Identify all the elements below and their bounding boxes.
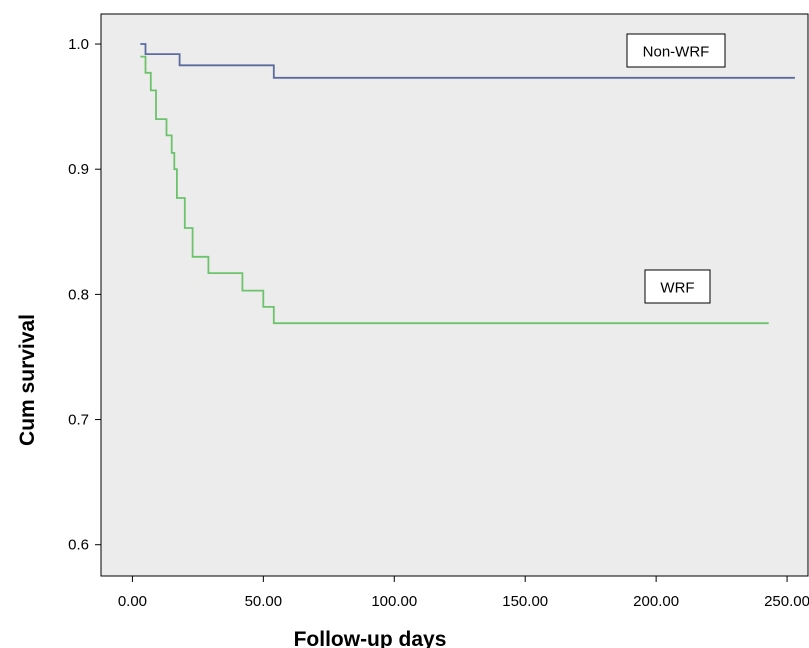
x-tick-label: 200.00 xyxy=(633,593,679,610)
x-axis-title: Follow-up days xyxy=(294,628,447,648)
x-tick-label: 0.00 xyxy=(118,593,147,610)
series-line-wrf xyxy=(140,55,769,325)
x-tick-label: 50.00 xyxy=(245,593,283,610)
x-tick-label: 150.00 xyxy=(502,593,548,610)
series-label-wrf: WRF xyxy=(660,280,694,297)
series-line-non-wrf xyxy=(140,43,795,79)
axis-ticks: 0.00 50.00 100.00 150.00 200.00 250.00 0.6 0.7 0… xyxy=(68,36,809,610)
y-tick-label: 1.0 xyxy=(68,36,89,53)
x-tick-label: 250.00 xyxy=(764,593,809,610)
y-tick-label: 0.7 xyxy=(68,412,89,429)
y-tick-label: 0.6 xyxy=(68,537,89,554)
y-axis-title: Cum survival xyxy=(16,314,39,446)
x-tick-label: 100.00 xyxy=(371,593,417,610)
series-label-non-wrf: Non-WRF xyxy=(643,44,710,61)
series-label-box-wrf xyxy=(644,269,711,304)
series-label-box-non-wrf xyxy=(626,33,726,68)
survival-lines xyxy=(140,43,795,325)
y-tick-label: 0.8 xyxy=(68,286,89,303)
series-labels: Non-WRF WRF xyxy=(626,33,726,304)
y-tick-label: 0.9 xyxy=(68,161,89,178)
